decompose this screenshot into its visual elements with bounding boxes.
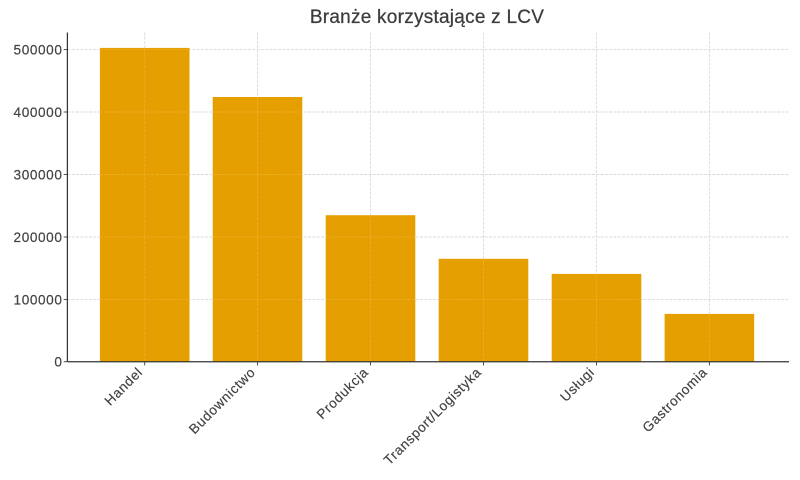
- svg-text:0: 0: [54, 355, 62, 370]
- svg-text:100000: 100000: [14, 292, 63, 307]
- svg-text:300000: 300000: [14, 167, 63, 182]
- svg-text:200000: 200000: [14, 230, 63, 245]
- svg-text:500000: 500000: [14, 43, 63, 58]
- svg-text:400000: 400000: [14, 105, 63, 120]
- svg-text:Branże korzystające z LCV: Branże korzystające z LCV: [310, 7, 544, 28]
